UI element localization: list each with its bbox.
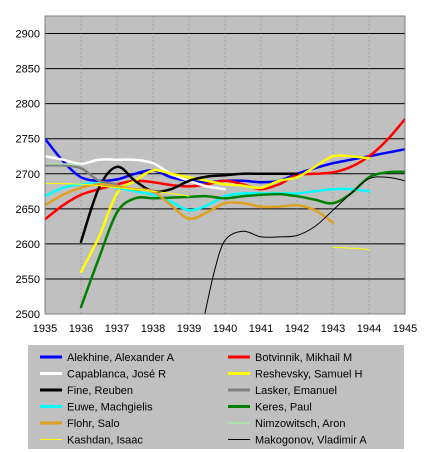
x-tick-label: 1937 — [105, 323, 129, 335]
x-tick-label: 1938 — [141, 323, 165, 335]
series-line-11 — [332, 246, 370, 250]
y-tick-label: 2900 — [16, 29, 40, 41]
y-axis-ticks: 2500 2550 2600 2650 2700 2750 2800 2850 2900 — [16, 29, 40, 321]
y-tick-label: 2550 — [16, 274, 40, 286]
legend-label-8: Flohr, Salo — [67, 418, 120, 430]
legend-label-0: Alekhine, Alexander A — [67, 352, 175, 364]
series-line-3 — [79, 154, 371, 274]
series-line-9 — [45, 163, 82, 167]
series-line-4 — [79, 165, 299, 244]
legend-box — [28, 345, 404, 449]
legend-label-10: Kashdan, Isaac — [67, 435, 143, 447]
series-line-10 — [45, 183, 190, 197]
y-tick-label: 2850 — [16, 64, 40, 76]
x-tick-label: 1939 — [177, 323, 201, 335]
y-tick-label: 2800 — [16, 99, 40, 111]
y-tick-label: 2500 — [16, 309, 40, 321]
legend-label-11: Makogonov, Vladimir A — [255, 435, 367, 447]
legend-label-2: Capablanca, José R — [67, 369, 166, 381]
plot-border — [44, 15, 406, 315]
legend-label-7: Keres, Paul — [255, 402, 312, 414]
legend-label-6: Euwe, Machgielis — [67, 402, 153, 414]
legend-label-5: Lasker, Emanuel — [255, 385, 337, 397]
series-line-2 — [45, 154, 227, 191]
legend-label-9: Nimzowitsch, Aron — [255, 418, 345, 430]
x-tick-label: 1943 — [321, 323, 345, 335]
x-axis-ticks: 1935 1936 1937 1938 1939 1940 1941 1942 1943 1944… — [33, 323, 417, 335]
x-tick-label: 1945 — [393, 323, 417, 335]
legend-label-4: Fine, Reuben — [67, 385, 133, 397]
x-tick-label: 1942 — [285, 323, 309, 335]
legend: Alekhine, Alexander A Botvinnik, Mikhail … — [40, 352, 367, 447]
legend-label-3: Reshevsky, Samuel H — [255, 369, 362, 381]
legend-label-1: Botvinnik, Mikhail M — [255, 352, 352, 364]
series-layer — [45, 117, 405, 314]
x-tick-label: 1935 — [33, 323, 57, 335]
x-tick-label: 1940 — [213, 323, 237, 335]
x-tick-label: 1941 — [249, 323, 273, 335]
y-tick-label: 2750 — [16, 134, 40, 146]
series-line-12 — [204, 176, 405, 314]
x-tick-label: 1944 — [357, 323, 381, 335]
y-tick-label: 2700 — [16, 169, 40, 181]
y-tick-label: 2600 — [16, 239, 40, 251]
x-tick-label: 1936 — [69, 323, 93, 335]
series-line-5 — [45, 163, 119, 186]
y-tick-label: 2650 — [16, 204, 40, 216]
series-line-1 — [45, 117, 405, 221]
